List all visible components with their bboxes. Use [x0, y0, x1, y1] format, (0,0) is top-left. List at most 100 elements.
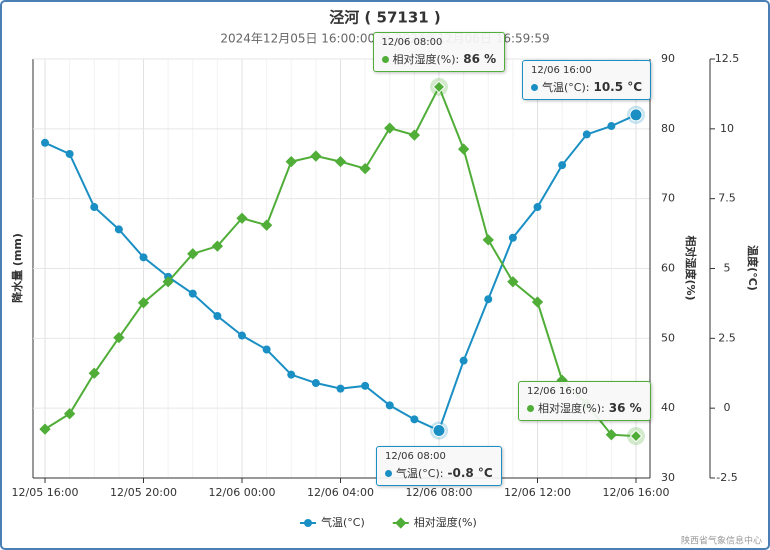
y-tick-label: 90: [661, 52, 675, 65]
tooltip: 12/06 16:00 相对湿度(%)36 %: [518, 381, 651, 422]
tooltip: 12/06 08:00 气温(°C) -0.8 °C: [376, 445, 502, 486]
tooltip-value: 86 %: [463, 51, 497, 66]
point: [484, 295, 493, 304]
point: [137, 297, 150, 309]
y-tick-label: 60: [661, 262, 675, 275]
y-tick-label: 70: [661, 192, 675, 205]
tooltip-name: 气温(°C): [396, 467, 443, 480]
point: [336, 384, 345, 393]
point: [90, 203, 99, 212]
point: [260, 219, 273, 231]
x-tick-label: 12/06 16:00: [603, 486, 670, 499]
y-tick-label: 80: [661, 122, 675, 135]
y2-tick-label: 7.5: [718, 192, 736, 205]
tooltip-value: 10.5 °C: [593, 79, 643, 94]
point: [285, 155, 297, 168]
tooltip-dot: [381, 55, 389, 63]
tooltip-row: 相对湿度(%)36 %: [527, 400, 642, 416]
y-tick-label: 40: [661, 401, 675, 414]
tooltip-time: 12/06 08:00: [381, 36, 443, 48]
tooltip-dot: [531, 83, 538, 91]
point: [311, 379, 320, 388]
tooltip-row: 相对湿度(%)86 %: [381, 51, 497, 67]
y0-axis-label: 降水量 (mm): [10, 233, 24, 303]
y2-tick-label: 2.5: [718, 331, 736, 344]
point: [531, 296, 544, 308]
point: [287, 370, 296, 379]
point: [482, 234, 494, 246]
point: [114, 225, 123, 234]
x-tick-label: 12/05 16:00: [12, 486, 79, 499]
x-tick-label: 12/06 04:00: [307, 486, 374, 499]
point: [361, 381, 370, 390]
point: [629, 108, 643, 122]
tooltip-value: 36 %: [608, 401, 642, 416]
point: [334, 155, 347, 168]
chart-title: 泾河 ( 57131 ): [329, 9, 441, 27]
tooltip: 12/06 08:00 相对湿度(%)86 %: [372, 31, 506, 72]
legend-marker: [304, 519, 312, 527]
point: [238, 331, 246, 340]
tooltip-time: 12/06 16:00: [527, 386, 588, 398]
y2-tick-label: -2.5: [716, 471, 737, 484]
tooltip-row: 气温(°C) -0.8 °C: [385, 465, 493, 481]
legend-label: 相对湿度(%): [414, 515, 477, 529]
tooltip-row: 气温(°C) 10.5 °C: [531, 79, 642, 95]
tooltip-name: 气温(°C): [542, 81, 589, 94]
point: [582, 130, 591, 139]
tooltip-name: 相对湿度(%): [538, 402, 605, 415]
point: [410, 415, 419, 424]
point: [459, 356, 468, 365]
point: [188, 289, 197, 298]
tooltip-dot: [527, 405, 534, 413]
tooltip-time: 12/06 08:00: [385, 450, 446, 462]
tooltip-value: -0.8 °C: [447, 465, 493, 480]
point: [507, 276, 519, 288]
point: [359, 162, 371, 175]
y2-tick-label: 12.5: [715, 52, 740, 65]
tooltip-name: 相对湿度(%): [393, 53, 460, 66]
point: [385, 401, 394, 410]
point: [432, 424, 446, 438]
point: [629, 429, 643, 443]
point: [65, 149, 74, 158]
point: [213, 311, 222, 320]
point: [139, 253, 148, 262]
x-tick-label: 12/06 08:00: [406, 486, 473, 499]
credit: 陕西省气象信息中心: [681, 535, 762, 547]
point: [408, 129, 421, 141]
y2-tick-label: 10: [720, 122, 734, 135]
x-tick-label: 12/06 00:00: [209, 486, 276, 499]
tooltip-dot: [385, 469, 392, 477]
point: [310, 150, 322, 162]
point: [605, 429, 618, 441]
point: [162, 276, 174, 288]
point: [211, 240, 224, 252]
point: [187, 248, 199, 260]
tooltip: 12/06 16:00 气温(°C) 10.5 °C: [522, 59, 652, 100]
x-tick-label: 12/05 20:00: [110, 486, 177, 499]
x-tick-label: 12/06 12:00: [504, 486, 571, 499]
point: [457, 143, 470, 155]
point: [432, 80, 446, 94]
point: [607, 122, 616, 131]
point: [508, 233, 517, 242]
y-tick-label: 50: [661, 331, 675, 344]
point: [558, 161, 567, 170]
point: [41, 138, 49, 147]
point: [236, 212, 248, 224]
point: [533, 203, 542, 212]
point: [262, 345, 271, 354]
legend-item[interactable]: 气温(°C): [300, 515, 365, 529]
legend-item[interactable]: 相对湿度(%): [392, 515, 477, 529]
legend-label: 气温(°C): [321, 515, 365, 529]
y2-axis-label: 温度(°C): [746, 245, 760, 291]
point: [39, 423, 51, 435]
y2-tick-label: 5: [724, 262, 731, 275]
y2-tick-label: 0: [724, 401, 731, 414]
y-tick-label: 30: [661, 471, 675, 484]
tooltip-time: 12/06 16:00: [531, 64, 592, 76]
legend-marker: [395, 517, 407, 529]
